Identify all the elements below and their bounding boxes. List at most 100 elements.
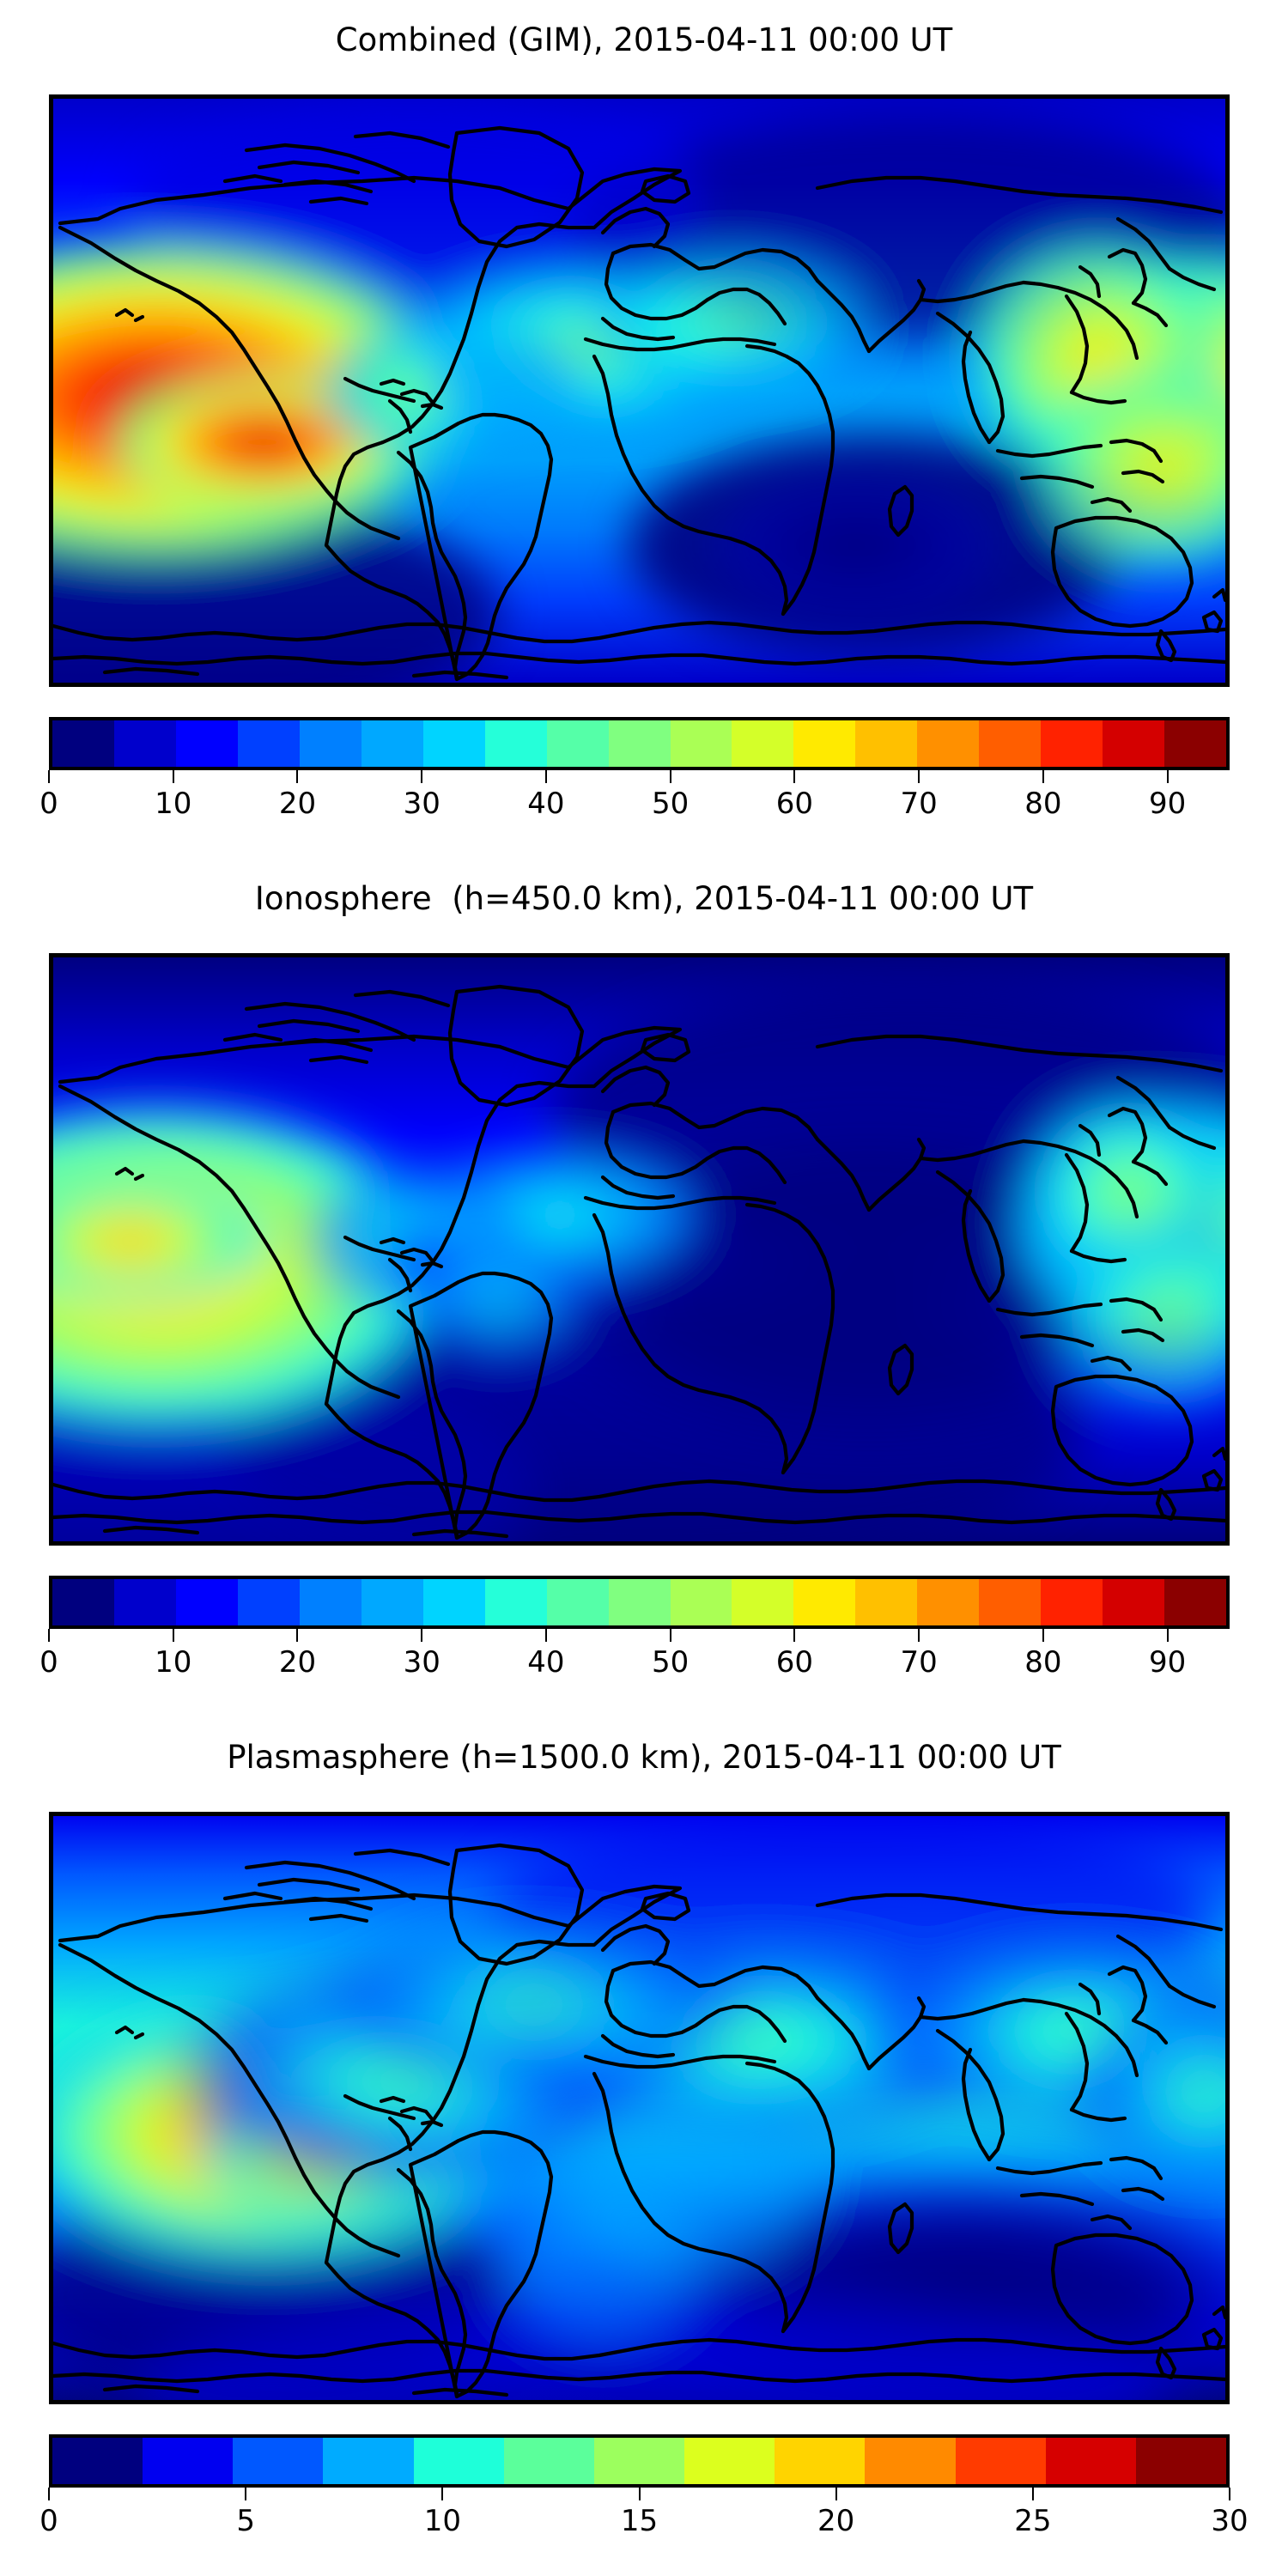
colorbar-segment <box>1045 2438 1136 2484</box>
colorbar-segment <box>855 720 918 767</box>
colorbar-tick-label: 90 <box>1148 1645 1187 1680</box>
colorbar-tick <box>544 770 547 783</box>
colorbar-tick <box>441 2488 444 2500</box>
colorbar-segment <box>855 1579 918 1625</box>
colorbar-ticks-plasmasphere <box>48 2488 1230 2506</box>
colorbar-tick-label: 30 <box>403 1645 440 1680</box>
colorbar-tick-label: 20 <box>278 787 317 821</box>
colorbar-tick-label: 40 <box>527 787 565 821</box>
colorbar-tick <box>1166 770 1169 783</box>
colorbar-tick <box>1166 1629 1169 1642</box>
colorbar-segment <box>793 720 856 767</box>
colorbar-tick-label: 70 <box>900 787 938 821</box>
colorbar-tick-label: 5 <box>236 2504 255 2538</box>
colorbar-segment <box>484 1579 547 1625</box>
colorbar-tick <box>421 1629 423 1642</box>
colorbar-ionosphere: 0 10 20 30 40 50 60 70 80 90 <box>39 1576 1230 1691</box>
colorbar-segment <box>1135 2438 1226 2484</box>
colorbar-tick-label: 30 <box>1211 2504 1249 2538</box>
colorbar-segment <box>422 720 485 767</box>
panel-title-plasmasphere: Plasmasphere (h=1500.0 km), 2015-04-11 0… <box>227 1739 1061 1776</box>
colorbar-segment <box>323 2438 414 2484</box>
colorbar-tick-label: 40 <box>527 1645 565 1680</box>
colorbar-tick <box>669 770 671 783</box>
colorbar-tick <box>48 770 50 783</box>
colorbar-tick <box>421 770 423 783</box>
colorbar-segment <box>917 720 980 767</box>
colorbar-segment <box>979 720 1042 767</box>
colorbar-tick <box>48 2488 50 2500</box>
colorbar-segment <box>299 1579 361 1625</box>
map-canvas-ionosphere <box>53 957 1225 1541</box>
colorbar-tick-label: 90 <box>1148 787 1187 821</box>
colorbar-tick <box>1042 770 1044 783</box>
colorbar-segment <box>1041 1579 1103 1625</box>
colorbar-tick-label: 70 <box>900 1645 938 1680</box>
colorbar-ticks-ionosphere <box>48 1629 1230 1648</box>
colorbar-strip-combined <box>49 717 1230 770</box>
colorbar-combined: 0 10 20 30 40 50 60 70 80 90 <box>39 717 1230 832</box>
colorbar-segment <box>593 2438 685 2484</box>
panel-title-combined: Combined (GIM), 2015-04-11 00:00 UT <box>335 21 953 58</box>
colorbar-segment <box>1041 720 1103 767</box>
colorbar-tick-label: 30 <box>403 787 440 821</box>
map-combined <box>49 94 1230 687</box>
map-ionosphere <box>49 953 1230 1546</box>
colorbar-tick <box>638 2488 641 2500</box>
colorbar-tick <box>296 770 299 783</box>
colorbar-strip-ionosphere <box>49 1576 1230 1629</box>
colorbar-tick-label: 0 <box>39 1645 58 1680</box>
colorbar-tick <box>835 2488 837 2500</box>
colorbar-segment <box>422 1579 485 1625</box>
colorbar-segment <box>732 720 794 767</box>
colorbar-segment <box>955 2438 1046 2484</box>
colorbar-segment <box>670 1579 732 1625</box>
colorbar-segment <box>917 1579 980 1625</box>
colorbar-tick-label: 80 <box>1024 1645 1062 1680</box>
colorbar-tick-label: 10 <box>155 787 192 821</box>
colorbar-segment <box>608 1579 671 1625</box>
colorbar-segment <box>684 2438 775 2484</box>
colorbar-tick-label: 15 <box>620 2504 659 2538</box>
colorbar-tick-label: 10 <box>423 2504 461 2538</box>
colorbar-ticks-combined <box>48 770 1230 789</box>
colorbar-segment <box>299 720 361 767</box>
map-canvas-plasmasphere <box>53 1816 1225 2400</box>
colorbar-tick-label: 0 <box>39 2504 58 2538</box>
colorbar-segment <box>52 2438 143 2484</box>
colorbar-segment <box>1164 1579 1226 1625</box>
colorbar-tick-label: 25 <box>1014 2504 1052 2538</box>
colorbar-tick-label: 0 <box>39 787 58 821</box>
colorbar-segment <box>113 1579 176 1625</box>
map-canvas-combined <box>53 99 1225 683</box>
colorbar-segment <box>670 720 732 767</box>
colorbar-tick <box>793 1629 796 1642</box>
colorbar-segment <box>1103 720 1165 767</box>
colorbar-tick-label: 20 <box>278 1645 317 1680</box>
colorbar-tick-label: 50 <box>652 1645 690 1680</box>
colorbar-tick <box>172 1629 174 1642</box>
colorbar-segment <box>52 720 114 767</box>
colorbar-tick <box>296 1629 299 1642</box>
colorbar-tick-label: 60 <box>775 787 814 821</box>
colorbar-segment <box>233 2438 324 2484</box>
colorbar-segment <box>775 2438 866 2484</box>
coastlines <box>53 984 1225 1541</box>
colorbar-segment <box>113 720 176 767</box>
colorbar-segment <box>732 1579 794 1625</box>
colorbar-segment <box>237 1579 300 1625</box>
colorbar-tick <box>48 1629 50 1642</box>
colorbar-tick <box>793 770 796 783</box>
colorbar-segment <box>979 1579 1042 1625</box>
colorbar-segment <box>546 720 609 767</box>
colorbar-labels-plasmasphere: 0 5 10 15 20 25 30 <box>39 2504 1248 2549</box>
colorbar-tick <box>172 770 174 783</box>
colorbar-segment <box>175 720 238 767</box>
colorbar-segment <box>608 720 671 767</box>
colorbar-tick <box>918 1629 920 1642</box>
colorbar-tick <box>245 2488 247 2500</box>
panel-combined: Combined (GIM), 2015-04-11 00:00 UT <box>0 0 1288 859</box>
colorbar-segment <box>503 2438 594 2484</box>
colorbar-tick-label: 20 <box>817 2504 855 2538</box>
